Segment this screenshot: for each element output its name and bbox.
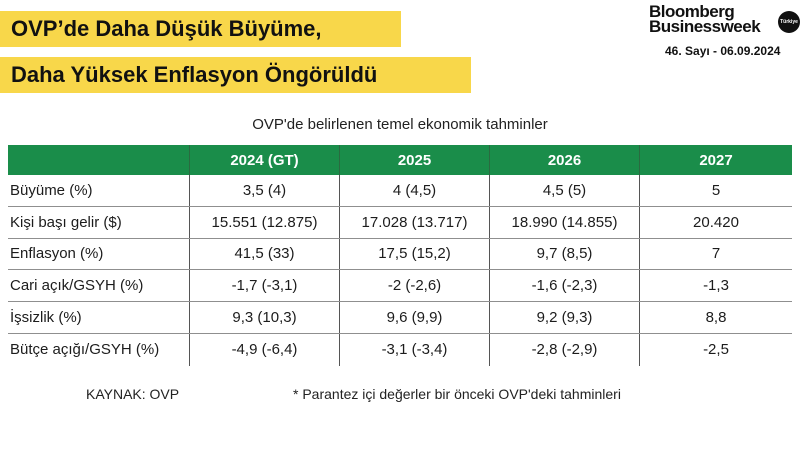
row-label: Cari açık/GSYH (%) xyxy=(8,270,190,302)
table-row-budget-deficit: Bütçe açığı/GSYH (%) -4,9 (-6,4) -3,1 (-… xyxy=(8,333,792,366)
table-cell: 9,2 (9,3) xyxy=(490,302,640,333)
table-cell: 3,5 (4) xyxy=(190,175,340,206)
row-label: İşsizlik (%) xyxy=(8,302,190,333)
table-cell: 20.420 xyxy=(693,213,739,231)
table-cell: 17.028 (13.717) xyxy=(340,206,490,238)
headline-line-1: OVP’de Daha Düşük Büyüme, xyxy=(0,11,401,47)
table-cell: 9,7 (8,5) xyxy=(490,238,640,270)
table-cell: 8,8 xyxy=(705,309,727,327)
table-cell: 17,5 (15,2) xyxy=(340,238,490,270)
row-label: Büyüme (%) xyxy=(8,175,190,206)
table-cell: -1,3 xyxy=(703,277,729,295)
row-label: Kişi başı gelir ($) xyxy=(8,206,190,238)
table-cell: -2,8 (-2,9) xyxy=(490,333,640,366)
table-cell: -4,9 (-6,4) xyxy=(190,333,340,366)
header-cell-2027: 2027 xyxy=(699,151,733,169)
turkiye-badge-icon: Türkiye xyxy=(778,11,800,33)
table-cell: 41,5 (33) xyxy=(190,238,340,270)
table-row-income: Kişi başı gelir ($) 15.551 (12.875) 17.0… xyxy=(8,206,792,239)
brand-name: Bloomberg Businessweek xyxy=(649,2,761,36)
table-cell: 5 xyxy=(711,181,721,199)
table-cell: 4 (4,5) xyxy=(340,175,490,206)
table-row-current-account: Cari açık/GSYH (%) -1,7 (-3,1) -2 (-2,6)… xyxy=(8,270,792,303)
table-cell: 18.990 (14.855) xyxy=(490,206,640,238)
source-label: KAYNAK: OVP xyxy=(86,386,180,402)
table-header-row: 2024 (GT) 2025 2026 2027 xyxy=(8,145,792,175)
table-cell: -1,6 (-2,3) xyxy=(490,270,640,302)
table-title: OVP'de belirlenen temel ekonomik tahminl… xyxy=(252,116,548,133)
brand-name-line-2: Businessweek xyxy=(649,17,761,36)
table-cell: -2 (-2,6) xyxy=(340,270,490,302)
table-cell: 7 xyxy=(711,245,721,263)
row-label: Enflasyon (%) xyxy=(8,238,190,270)
header-cell-2024: 2024 (GT) xyxy=(190,145,340,175)
table-cell: -3,1 (-3,4) xyxy=(340,333,490,366)
row-label: Bütçe açığı/GSYH (%) xyxy=(8,333,190,366)
table-cell: 9,6 (9,9) xyxy=(340,302,490,333)
issue-date: 46. Sayı - 06.09.2024 xyxy=(665,44,781,58)
header-cell-2026: 2026 xyxy=(490,145,640,175)
forecast-table: 2024 (GT) 2025 2026 2027 Büyüme (%) 3,5 … xyxy=(8,145,792,366)
table-cell: -1,7 (-3,1) xyxy=(190,270,340,302)
table-cell: 15.551 (12.875) xyxy=(190,206,340,238)
table-row-unemployment: İşsizlik (%) 9,3 (10,3) 9,6 (9,9) 9,2 (9… xyxy=(8,302,792,334)
headline-line-2: Daha Yüksek Enflasyon Öngörüldü xyxy=(0,57,471,93)
table-cell: 4,5 (5) xyxy=(490,175,640,206)
table-row-inflation: Enflasyon (%) 41,5 (33) 17,5 (15,2) 9,7 … xyxy=(8,238,792,271)
header-cell-2025: 2025 xyxy=(340,145,490,175)
footnote: * Parantez içi değerler bir önceki OVP'd… xyxy=(293,386,621,402)
table-row-growth: Büyüme (%) 3,5 (4) 4 (4,5) 4,5 (5) 5 xyxy=(8,175,792,207)
brand-name-line-1: Bloomberg xyxy=(649,2,735,21)
header-cell-label xyxy=(8,145,190,175)
table-cell: 9,3 (10,3) xyxy=(190,302,340,333)
table-cell: -2,5 xyxy=(703,341,729,359)
